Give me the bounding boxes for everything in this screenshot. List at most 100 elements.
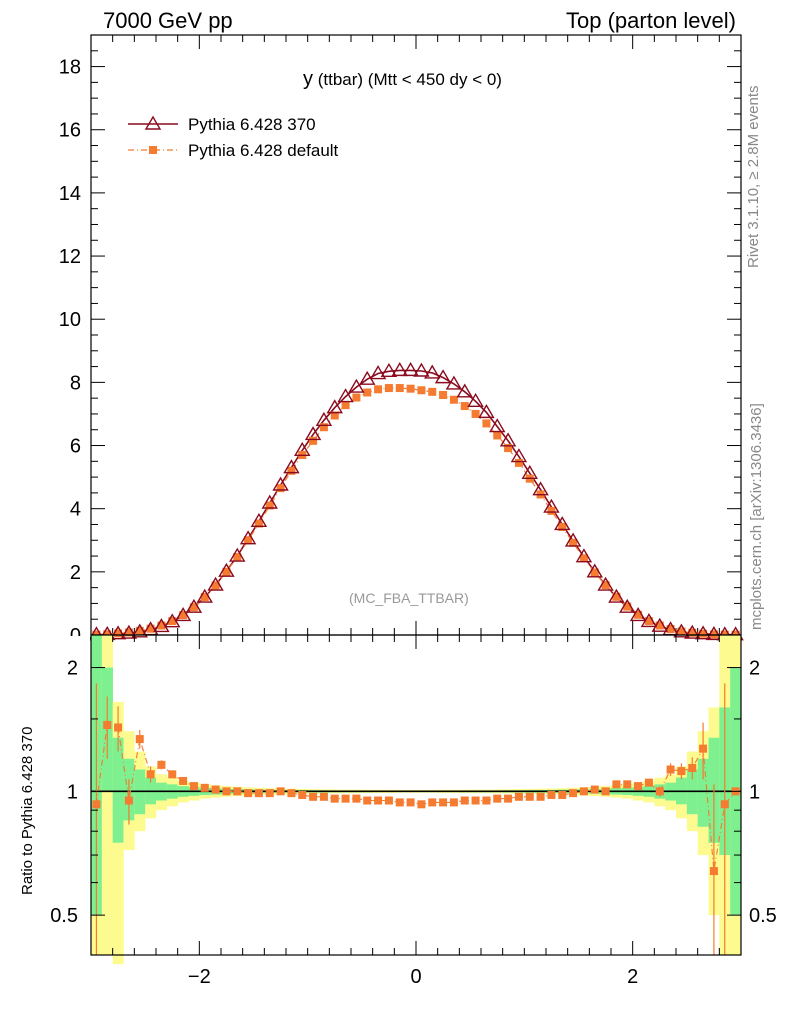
- series-370-point: [532, 481, 549, 496]
- ratio-point: [428, 798, 437, 807]
- series-370-point: [315, 411, 333, 426]
- series-370-point: [543, 498, 560, 513]
- series-default-point: [124, 628, 133, 637]
- series-370-point: [456, 383, 473, 398]
- ratio-point: [417, 800, 426, 809]
- ratio-xtick-label: 2: [627, 966, 638, 988]
- ratio-point: [276, 787, 285, 796]
- series-default-point: [341, 401, 350, 410]
- ratio-point: [471, 796, 480, 805]
- series-default-point: [590, 568, 599, 577]
- series-370-point: [608, 588, 625, 603]
- main-plot-panel: 024681012141618: [0, 34, 744, 647]
- series-370-point: [326, 399, 343, 414]
- ratio-point: [514, 792, 523, 801]
- series-370-point: [694, 625, 712, 640]
- series-370-point: [575, 548, 593, 563]
- series-370-point: [153, 618, 170, 633]
- series-370-point: [229, 547, 246, 562]
- ratio-point: [244, 789, 253, 798]
- ratio-point: [612, 780, 621, 789]
- rivet-label: Rivet 3.1.10, ≥ 2.8M events: [745, 85, 762, 269]
- series-370-point: [337, 388, 354, 403]
- series-370-point: [391, 361, 408, 377]
- main-ytick-label: 6: [70, 436, 81, 458]
- plot-title-rest: (ttbar) (Mtt < 450 dy < 0): [313, 70, 502, 89]
- series-370-point: [413, 362, 430, 377]
- series-default-point: [330, 411, 339, 420]
- ratio-point: [114, 723, 123, 732]
- series-370-point: [402, 361, 419, 377]
- series-default-point: [417, 386, 426, 395]
- ratio-point: [384, 796, 393, 805]
- series-default-point: [634, 610, 643, 619]
- legend-marker-default: [149, 146, 157, 154]
- series-default-point: [233, 553, 242, 561]
- ratio-point: [254, 789, 263, 798]
- main-ytick-label: 8: [70, 372, 81, 394]
- ratio-point: [211, 785, 220, 794]
- series-370-point: [294, 441, 311, 456]
- ratio-point: [449, 798, 458, 807]
- series-default-point: [114, 629, 123, 638]
- ratio-point: [298, 790, 307, 799]
- ratio-point: [352, 794, 361, 803]
- ratio-point: [439, 798, 448, 807]
- uncertainty-band-outer: [101, 635, 113, 955]
- ratio-point: [720, 800, 729, 809]
- ratio-point: [406, 798, 415, 807]
- ratio-point: [579, 787, 588, 796]
- main-ytick-label: 14: [59, 183, 81, 205]
- series-370-point: [131, 623, 148, 638]
- ratio-xtick-label: 0: [410, 966, 421, 988]
- series-370-point: [424, 364, 441, 379]
- series-370-point: [705, 625, 723, 641]
- series-370-point: [120, 624, 138, 639]
- ratio-point: [265, 789, 274, 798]
- ratio-point: [655, 787, 664, 796]
- series-default-point: [699, 629, 708, 638]
- ratio-point: [103, 720, 112, 729]
- ratio-point: [558, 790, 567, 799]
- series-default-point: [558, 523, 567, 531]
- series-370-point: [684, 624, 701, 639]
- plot-title: y (ttbar) (Mtt < 450 dy < 0): [303, 68, 502, 91]
- series-370-point: [564, 532, 582, 547]
- series-370-point: [207, 576, 224, 591]
- series-default-point: [439, 391, 448, 399]
- series-370-point: [619, 598, 636, 613]
- series-default-point: [579, 554, 588, 563]
- ratio-point: [135, 735, 144, 744]
- main-bottom-mask: [0, 636, 90, 642]
- ratio-point: [233, 787, 242, 796]
- series-370-point: [261, 494, 278, 509]
- ratio-point: [525, 792, 534, 801]
- series-370-point: [489, 418, 506, 433]
- ratio-point: [504, 794, 513, 803]
- series-370-point: [174, 607, 192, 622]
- series-370-point: [272, 476, 289, 491]
- ratio-point: [601, 787, 610, 796]
- series-default-point: [688, 628, 697, 637]
- series-default-point: [709, 630, 718, 639]
- series-default-point: [200, 593, 209, 602]
- ratio-ytick-label: 1: [67, 781, 78, 803]
- ratio-point: [319, 792, 328, 801]
- ratio-point: [395, 798, 404, 807]
- series-370-point: [109, 625, 127, 640]
- series-default-point: [146, 624, 155, 633]
- ratio-point: [634, 782, 643, 791]
- series-default-point: [514, 458, 523, 467]
- series-default-point: [406, 384, 415, 393]
- series-default-point: [211, 581, 220, 590]
- ratio-xtick-label: −2: [188, 966, 211, 988]
- series-default-point: [471, 409, 480, 418]
- series-default-point: [569, 538, 578, 547]
- series-default-point: [482, 419, 491, 428]
- main-ytick-label: 10: [59, 309, 81, 331]
- ratio-point: [644, 778, 653, 787]
- ratio-point: [536, 792, 545, 801]
- series-370-point: [554, 516, 571, 531]
- series-370-point: [629, 607, 647, 622]
- ratio-point: [179, 776, 188, 785]
